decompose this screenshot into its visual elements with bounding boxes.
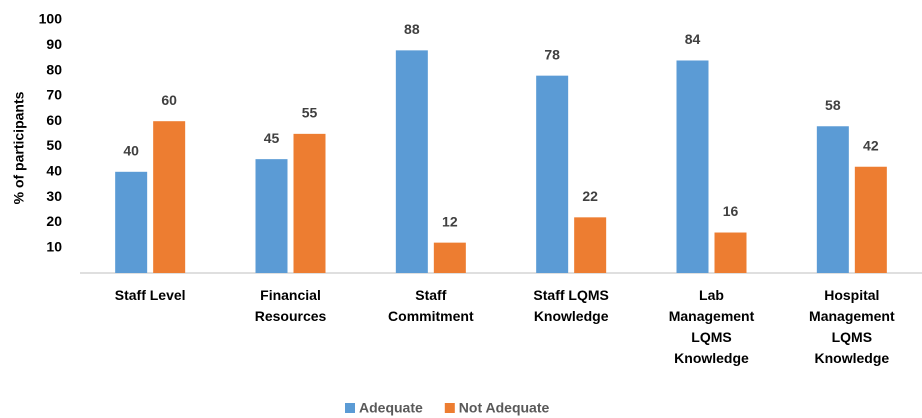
bar (574, 217, 607, 273)
data-label: 55 (302, 105, 318, 121)
bar (816, 126, 849, 273)
data-label: 84 (685, 31, 701, 47)
x-tick-label: Staff Level (114, 287, 186, 303)
bar (433, 242, 466, 273)
y-tick-label: 70 (46, 87, 62, 103)
bar (854, 166, 887, 273)
data-label: 22 (582, 188, 598, 204)
data-label: 16 (723, 203, 739, 219)
x-tick-label: Hospital Management LQMS Knowledge (809, 287, 895, 366)
data-label: 45 (264, 130, 280, 146)
data-label: 40 (123, 143, 139, 159)
bar (255, 159, 288, 273)
bar (395, 50, 428, 273)
legend-swatch (444, 403, 455, 413)
x-tick-label: Staff Commitment (388, 287, 474, 324)
legend-label: Not Adequate (459, 400, 550, 416)
data-label: 78 (544, 46, 560, 62)
legend-swatch (345, 403, 355, 413)
y-tick-label: 50 (46, 137, 62, 153)
data-label: 42 (863, 137, 879, 153)
y-axis-label: % of participants (11, 91, 27, 204)
y-tick-label: 60 (46, 112, 62, 128)
data-label: 60 (161, 92, 177, 108)
bar (536, 75, 569, 273)
y-tick-label: 40 (46, 163, 62, 179)
bar (714, 232, 747, 273)
y-tick-label: 10 (46, 238, 62, 254)
data-label: 12 (442, 213, 458, 229)
data-label: 58 (825, 97, 841, 113)
data-label: 88 (404, 21, 420, 37)
y-tick-label: 100 (39, 11, 63, 27)
x-tick-label: Financial Resources (254, 287, 327, 324)
bar (153, 121, 186, 273)
y-tick-label: 80 (46, 61, 62, 77)
y-tick-label: 30 (46, 188, 62, 204)
legend-label: Adequate (359, 400, 423, 416)
bar (293, 133, 326, 273)
x-tick-label: Staff LQMS Knowledge (533, 287, 609, 324)
y-tick-label: 20 (46, 213, 62, 229)
x-tick-label: Lab Management LQMS Knowledge (668, 287, 755, 366)
y-tick-label: 90 (46, 36, 62, 52)
bar (115, 171, 148, 273)
bar (676, 60, 709, 274)
